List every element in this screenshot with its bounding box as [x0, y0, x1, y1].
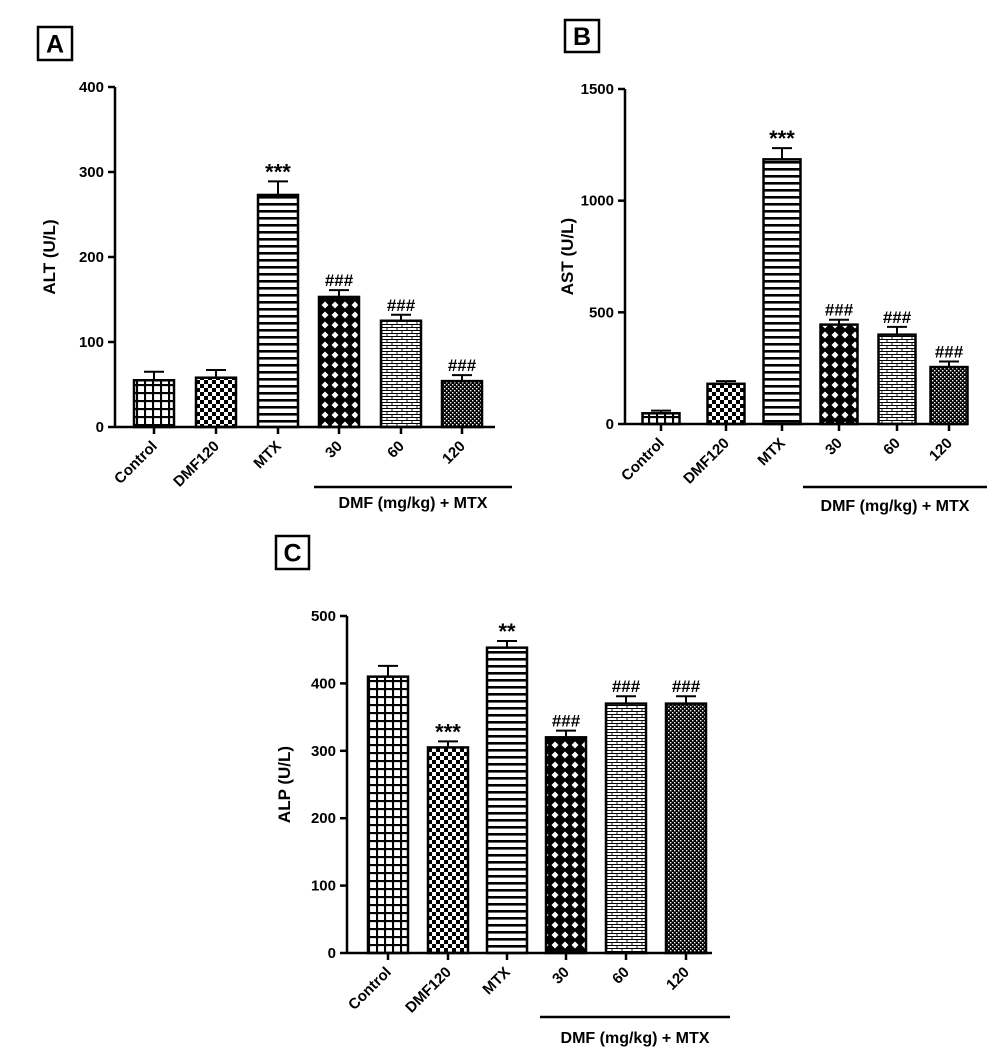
significance-marker: ### [935, 342, 964, 361]
significance-marker: ### [672, 677, 701, 696]
bar-60 [379, 319, 423, 429]
chart-panel-b: B *** ### ### ### 0 500 1000 1500 Control DMF120 MT… [558, 18, 987, 515]
significance-marker: ### [883, 308, 912, 327]
bar-30 [544, 736, 588, 955]
significance-marker: ### [552, 712, 581, 731]
x-tick-label: 30 [322, 438, 346, 462]
x-tick-label: 60 [609, 964, 633, 988]
bar-120 [664, 702, 708, 955]
x-tick-label: 120 [439, 438, 469, 468]
panel-letter: C [283, 540, 301, 568]
y-tick-label: 500 [589, 304, 614, 321]
significance-marker: *** [435, 719, 461, 744]
chart-panel-a: A *** ### ### ### 0 100 200 300 400 Control DMF120 M… [36, 25, 512, 512]
group-label: DMF (mg/kg) + MTX [561, 1030, 710, 1047]
bar-dmf120 [426, 746, 470, 955]
y-tick-label: 200 [79, 249, 104, 266]
y-tick-label: 0 [328, 945, 336, 962]
y-tick-label: 100 [79, 334, 104, 351]
group-label: DMF (mg/kg) + MTX [821, 498, 970, 515]
bar-dmf120 [706, 382, 746, 426]
bar-control [366, 675, 410, 955]
significance-marker: ### [325, 271, 354, 290]
bar-60 [877, 333, 917, 426]
bar-control [641, 412, 681, 426]
x-tick-label: 30 [822, 435, 846, 459]
significance-marker: *** [769, 126, 795, 151]
bar-120 [929, 365, 969, 426]
y-tick-label: 1500 [581, 81, 614, 98]
x-tick-label: 60 [384, 438, 408, 462]
bar-120 [440, 379, 484, 429]
x-tick-label: 60 [880, 435, 904, 459]
bar-mtx [762, 158, 802, 426]
y-tick-label: 400 [311, 675, 336, 692]
x-tick-label: Control [345, 964, 395, 1014]
bar-60 [604, 702, 648, 955]
x-tick-label: Control [618, 435, 668, 485]
y-axis-title: AST (U/L) [558, 218, 577, 295]
bar-mtx [485, 646, 529, 955]
x-tick-label: 120 [926, 435, 956, 465]
x-tick-label: 30 [549, 964, 573, 988]
y-tick-label: 0 [96, 419, 104, 436]
y-tick-label: 0 [606, 416, 614, 433]
bar-dmf120 [194, 376, 238, 429]
x-tick-label: DMF120 [170, 438, 223, 491]
significance-marker: ### [448, 356, 477, 375]
panel-letter: A [46, 31, 64, 59]
x-tick-label: 120 [663, 964, 693, 994]
x-tick-label: MTX [754, 435, 788, 469]
x-tick-label: Control [111, 438, 161, 488]
y-axis-title: ALT (U/L) [40, 219, 59, 294]
group-label: DMF (mg/kg) + MTX [339, 495, 488, 512]
panel-letter-box [563, 18, 601, 54]
y-axis-title: ALP (U/L) [275, 746, 294, 823]
y-tick-label: 1000 [581, 193, 614, 210]
significance-marker: ### [612, 677, 641, 696]
y-tick-label: 100 [311, 878, 336, 895]
x-tick-label: DMF120 [402, 964, 455, 1017]
significance-marker: ### [825, 301, 854, 320]
y-tick-label: 500 [311, 608, 336, 625]
panel-letter: B [573, 23, 591, 51]
bar-control [132, 379, 176, 429]
y-tick-label: 200 [311, 810, 336, 827]
bar-30 [819, 323, 859, 426]
x-tick-label: DMF120 [680, 435, 733, 488]
significance-marker: *** [265, 159, 291, 184]
bar-mtx [256, 193, 300, 429]
panel-letter-box [36, 25, 74, 62]
significance-marker: ### [387, 296, 416, 315]
y-tick-label: 400 [79, 79, 104, 96]
y-tick-label: 300 [79, 164, 104, 181]
significance-marker: ** [498, 619, 516, 644]
x-tick-label: MTX [479, 964, 513, 998]
panel-letter-box [274, 534, 311, 571]
x-tick-label: MTX [250, 438, 284, 472]
bar-30 [317, 295, 361, 429]
y-tick-label: 300 [311, 743, 336, 760]
